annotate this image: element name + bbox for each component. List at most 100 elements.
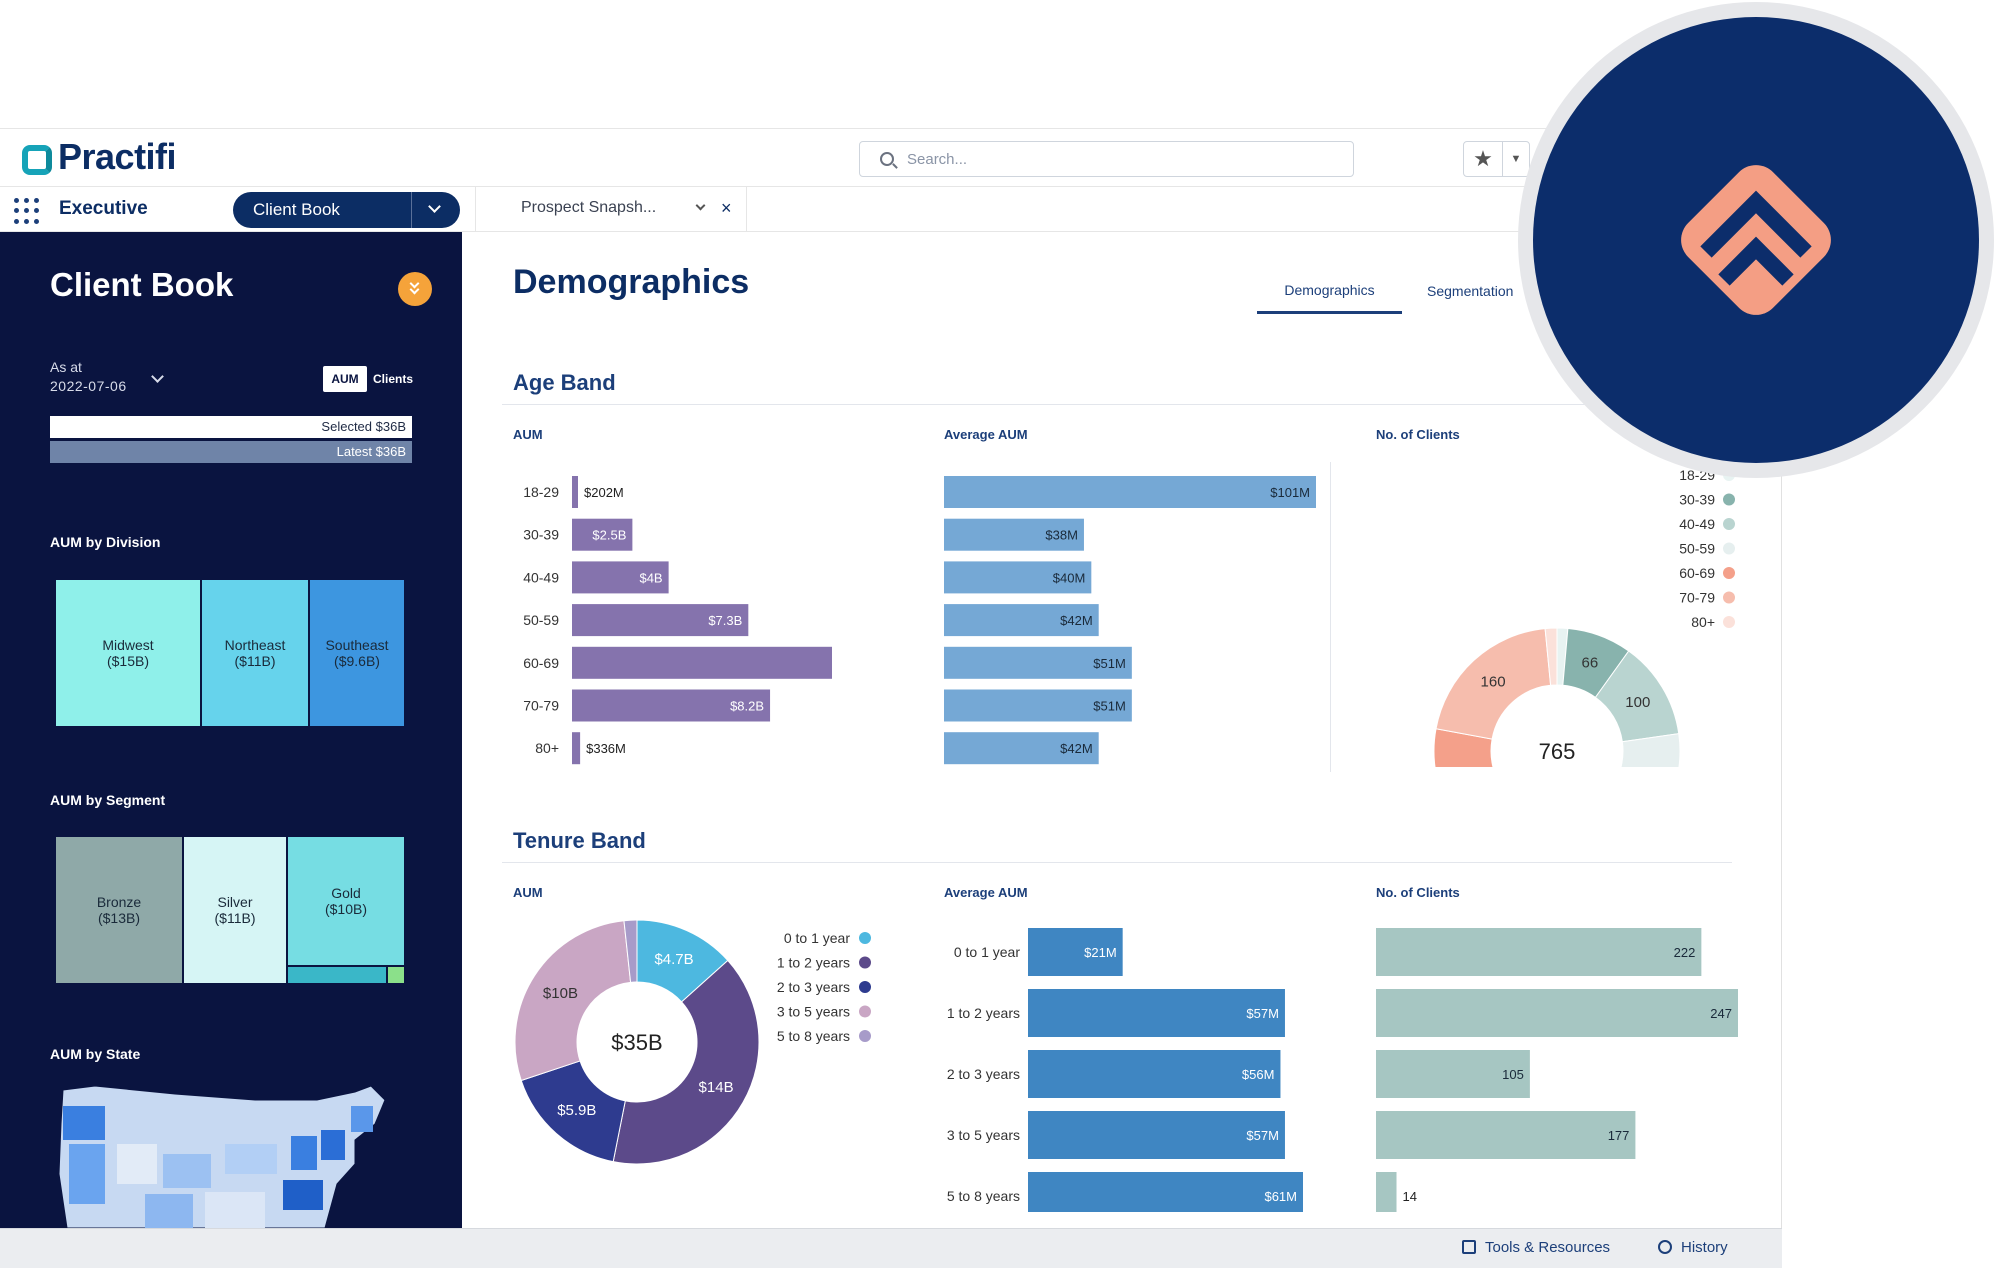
tile-label: Midwest (102, 637, 154, 653)
tools-resources-link[interactable]: Tools & Resources (1462, 1239, 1610, 1256)
treemap-tile-midwest[interactable]: Midwest ($15B) (56, 580, 200, 726)
category-label: 18-29 (523, 484, 559, 500)
bar (572, 561, 669, 594)
toggle-aum[interactable]: AUM (323, 366, 367, 392)
page-title: Demographics (513, 263, 750, 301)
favorites-menu-button[interactable]: ▼ (1502, 141, 1530, 177)
bar (572, 604, 749, 637)
age-aum-bar-chart: 18-29 $202M 30-39 $2.5B 40-49 $4B 50-59 $7.3B 60… (523, 476, 832, 765)
bar (572, 732, 581, 765)
treemap-tile-minor[interactable] (388, 967, 404, 983)
sidebar-title: Client Book (50, 266, 234, 303)
search-input[interactable]: Search... (859, 141, 1354, 177)
selected-total-bar: Selected $36B (50, 416, 412, 438)
nav-bar: Executive Client Book Prospect Snapsh...… (0, 186, 1782, 233)
data-label: $42M (1060, 741, 1093, 756)
slice-label: 66 (1582, 654, 1599, 671)
section-divider (502, 404, 1732, 405)
clock-icon (1658, 1240, 1672, 1254)
tile-value: ($11B) (234, 653, 276, 669)
legend-swatch (859, 956, 871, 969)
tile-label: Gold (331, 885, 361, 901)
treemap-tile-gold[interactable]: Gold ($10B) (288, 837, 404, 965)
tab-demographics[interactable]: Demographics (1257, 282, 1402, 314)
chevron-down-icon[interactable] (695, 200, 706, 211)
data-label: $8.2B (730, 699, 764, 714)
favorites-button[interactable]: ★ (1463, 141, 1503, 177)
treemap-tile-minor[interactable] (288, 967, 386, 983)
chevron-down-icon[interactable] (151, 370, 164, 383)
data-label: $336M (586, 741, 626, 756)
slice-label: $5.9B (557, 1102, 596, 1119)
state-map[interactable] (55, 1084, 425, 1228)
search-placeholder: Search... (907, 151, 968, 168)
toggle-clients[interactable]: Clients (373, 372, 414, 386)
data-label: 105 (1502, 1067, 1524, 1082)
tile-label: Bronze (96, 894, 142, 910)
tab-segmentation[interactable]: Segmentation (1427, 283, 1514, 299)
collapse-button[interactable] (398, 272, 432, 306)
bar (944, 604, 1099, 637)
tile-label: Northeast (224, 637, 286, 653)
legend-label: 0 to 1 year (784, 930, 850, 946)
donut-slice (1544, 627, 1558, 686)
treemap-tile-southeast[interactable]: Southeast ($9.6B) (310, 580, 404, 726)
data-label: 14 (1403, 1189, 1417, 1204)
tab-client-book[interactable]: Client Book (233, 192, 460, 228)
app-launcher-icon[interactable] (14, 198, 40, 224)
as-at-date[interactable]: 2022-07-06 (50, 378, 127, 394)
star-icon: ★ (1473, 146, 1493, 171)
wrench-icon (1462, 1240, 1476, 1254)
treemap-tile-silver[interactable]: Silver ($11B) (184, 837, 286, 983)
category-label: 40-49 (523, 569, 559, 585)
bar (1376, 928, 1702, 976)
chevron-down-icon[interactable] (411, 192, 460, 228)
legend-swatch (859, 1005, 871, 1018)
legend-label: 3 to 5 years (777, 1004, 850, 1020)
brand-logo-text[interactable]: Practifi (58, 136, 177, 177)
age-clients-donut-chart: 6610017225716076518-2930-3940-4950-5960-… (1433, 467, 1735, 767)
legend-label: 5 to 8 years (777, 1028, 850, 1044)
category-label: 70-79 (523, 698, 559, 714)
donut-slice (1620, 733, 1681, 767)
brand-badge (1518, 2, 1994, 478)
tenure-aum-heading: AUM (513, 885, 543, 900)
data-label: $51M (1093, 656, 1126, 671)
category-label: 0 to 1 year (954, 944, 1020, 960)
treemap-tile-northeast[interactable]: Northeast ($11B) (202, 580, 308, 726)
treemap-tile-bronze[interactable]: Bronze ($13B) (56, 837, 182, 983)
legend-label: 2 to 3 years (777, 979, 850, 995)
map-state-oregon[interactable] (63, 1106, 105, 1140)
legend-label: 30-39 (1679, 492, 1715, 508)
category-label: 80+ (535, 740, 559, 756)
donut-slice (1435, 628, 1552, 740)
category-label: 30-39 (523, 527, 559, 543)
sidebar: Client Book As at 2022-07-06 AUM Clients… (0, 232, 462, 1228)
bar (944, 561, 1092, 594)
aum-clients-toggle[interactable]: AUM Clients (323, 366, 416, 392)
data-label: $202M (584, 485, 624, 500)
data-label: 222 (1674, 945, 1696, 960)
donut-slice (514, 920, 632, 1082)
map-state-california[interactable] (69, 1144, 105, 1204)
bar (1028, 1050, 1281, 1098)
bar (572, 476, 578, 508)
legend-label: 70-79 (1679, 590, 1715, 606)
data-label: $42M (1060, 613, 1093, 628)
age-clients-heading: No. of Clients (1376, 427, 1460, 442)
category-label: 1 to 2 years (947, 1005, 1020, 1021)
category-label: 50-59 (523, 612, 559, 628)
tab-prospect-snapshot[interactable]: Prospect Snapsh... × (475, 187, 747, 233)
brand-badge-inner (1533, 17, 1979, 463)
footer-bar: Tools & Resources History (0, 1228, 1782, 1268)
tab-prospect-label: Prospect Snapsh... (521, 199, 657, 216)
history-link[interactable]: History (1658, 1239, 1728, 1256)
data-label: $101M (1270, 485, 1310, 500)
tile-label: Silver (217, 894, 253, 910)
age-avg-aum-heading: Average AUM (944, 427, 1028, 442)
category-label: 60-69 (523, 655, 559, 671)
tenure-avg-aum-heading: Average AUM (944, 885, 1028, 900)
tenure-band-title: Tenure Band (513, 828, 646, 853)
close-icon[interactable]: × (721, 198, 732, 218)
tenure-clients-heading: No. of Clients (1376, 885, 1460, 900)
